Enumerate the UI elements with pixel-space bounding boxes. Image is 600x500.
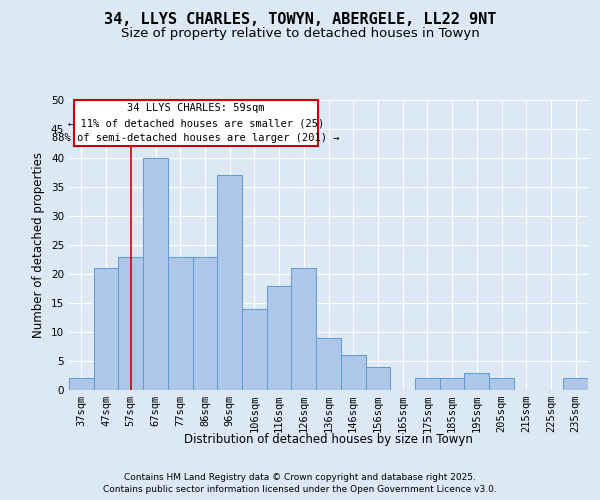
Text: Distribution of detached houses by size in Towyn: Distribution of detached houses by size … [184, 432, 473, 446]
Text: 34 LLYS CHARLES: 59sqm: 34 LLYS CHARLES: 59sqm [127, 103, 265, 113]
Text: Contains HM Land Registry data © Crown copyright and database right 2025.: Contains HM Land Registry data © Crown c… [124, 472, 476, 482]
Bar [489, 378, 514, 390]
Bar [440, 378, 464, 390]
Bar [69, 378, 94, 390]
Text: 88% of semi-detached houses are larger (201) →: 88% of semi-detached houses are larger (… [52, 134, 340, 143]
Text: Contains public sector information licensed under the Open Government Licence v3: Contains public sector information licen… [103, 485, 497, 494]
Bar [316, 338, 341, 390]
Text: Size of property relative to detached houses in Towyn: Size of property relative to detached ho… [121, 28, 479, 40]
Bar [464, 372, 489, 390]
Text: 34, LLYS CHARLES, TOWYN, ABERGELE, LL22 9NT: 34, LLYS CHARLES, TOWYN, ABERGELE, LL22 … [104, 12, 496, 28]
Bar [168, 256, 193, 390]
Bar [242, 309, 267, 390]
Bar [217, 176, 242, 390]
Bar [143, 158, 168, 390]
Bar [365, 367, 390, 390]
Bar [94, 268, 118, 390]
Bar [118, 256, 143, 390]
Bar [415, 378, 440, 390]
Text: ← 11% of detached houses are smaller (25): ← 11% of detached houses are smaller (25… [68, 119, 324, 129]
FancyBboxPatch shape [74, 100, 318, 146]
Bar [193, 256, 217, 390]
Y-axis label: Number of detached properties: Number of detached properties [32, 152, 46, 338]
Bar [341, 355, 365, 390]
Bar [267, 286, 292, 390]
Bar [563, 378, 588, 390]
Bar [292, 268, 316, 390]
